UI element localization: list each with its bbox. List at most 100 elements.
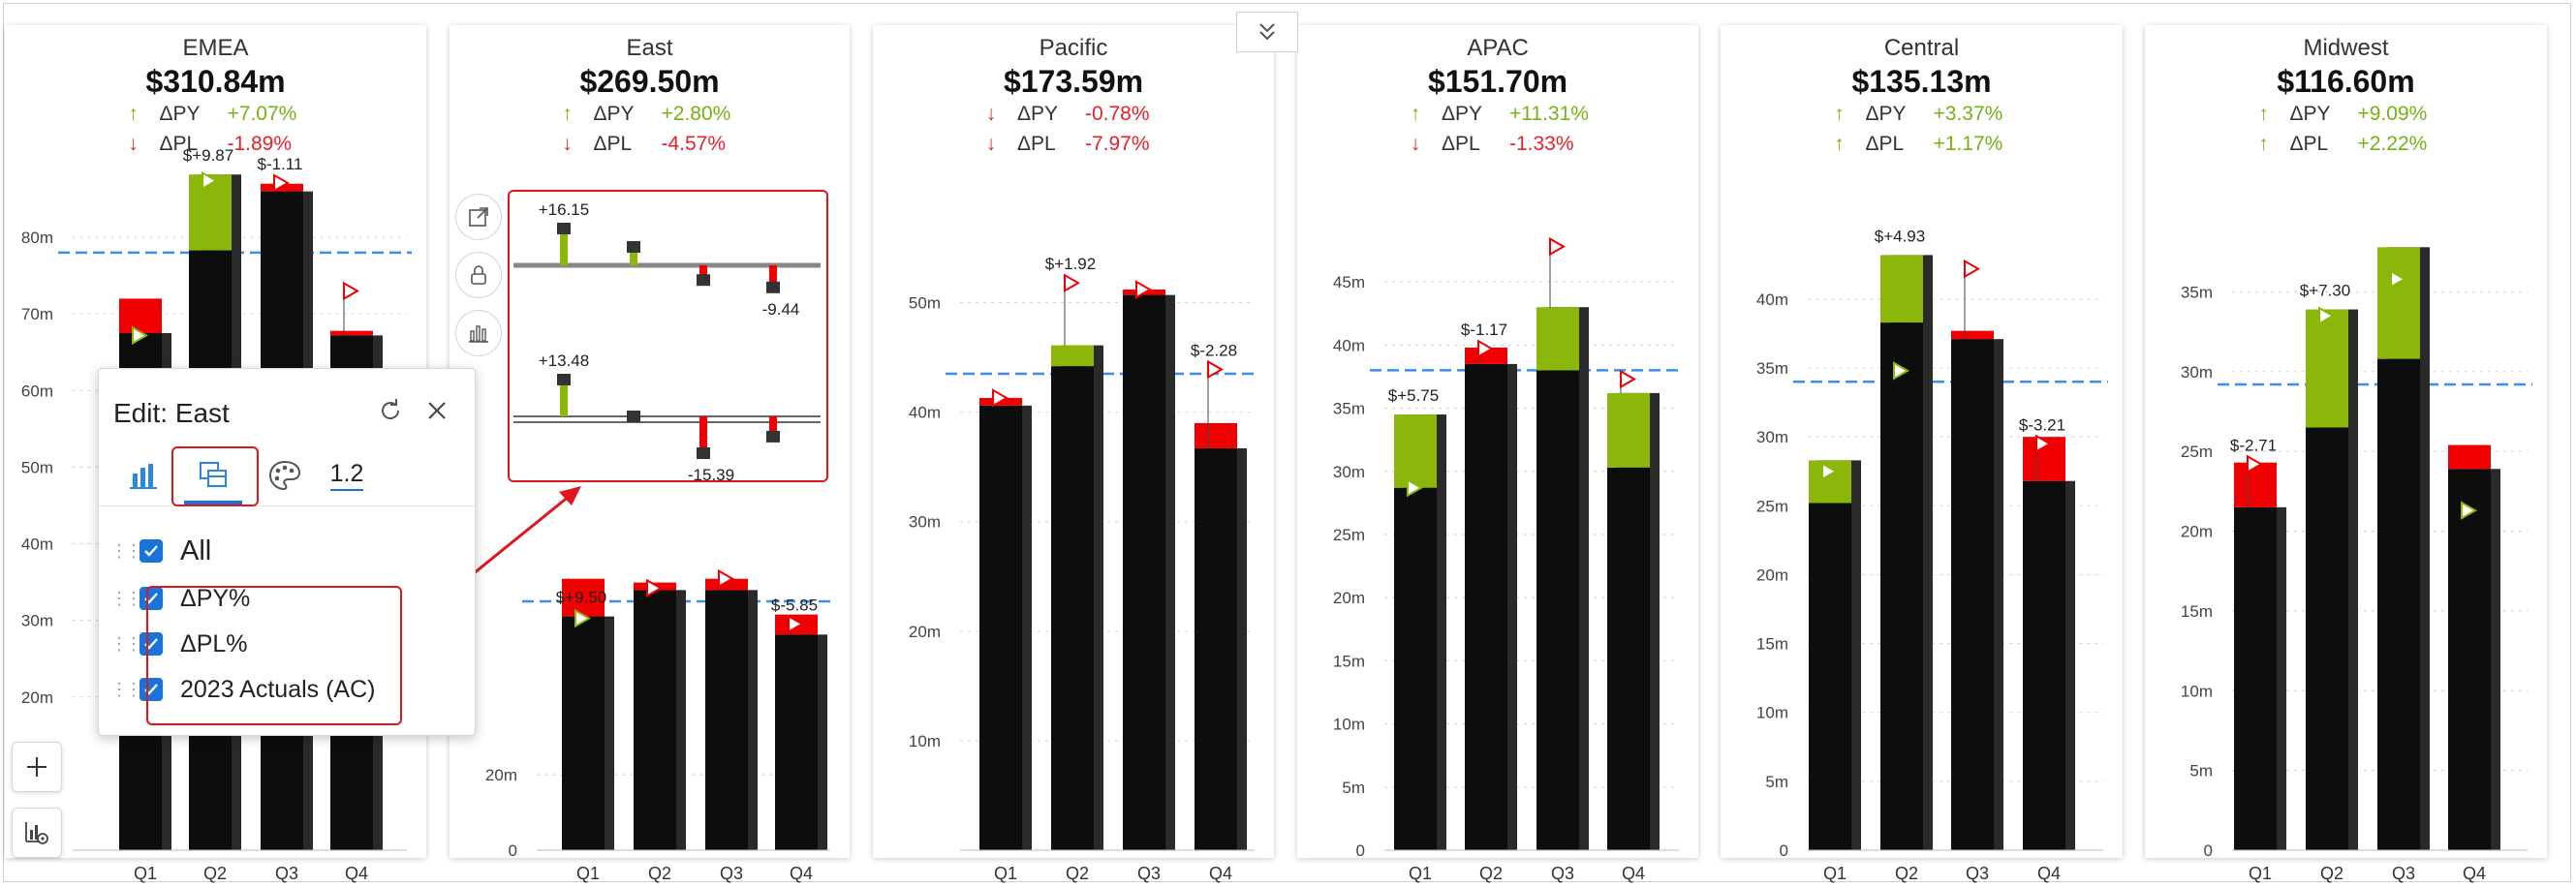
series-item-all[interactable]: ⋮⋮ All	[110, 532, 211, 570]
category-label: Q2	[2320, 864, 2343, 883]
series-item-dpl[interactable]: ⋮⋮ ΔPL%	[110, 625, 248, 663]
category-label: Q4	[2463, 864, 2486, 883]
drag-handle-icon[interactable]: ⋮⋮	[110, 633, 142, 654]
chart-type-button[interactable]	[455, 310, 502, 356]
tab-number-format[interactable]: 1.2	[320, 451, 374, 500]
variance-value: +11.31%	[1509, 103, 1589, 125]
variance-label: ΔPY	[2289, 103, 2331, 125]
category-label: Q3	[1137, 864, 1161, 883]
panel-total: $269.50m	[579, 64, 720, 99]
series-item-actuals[interactable]: ⋮⋮ 2023 Actuals (AC)	[110, 670, 376, 709]
collapse-button[interactable]	[1236, 12, 1298, 52]
y-tick-label: 30m	[2181, 363, 2213, 382]
plan-variance-label: $+7.30	[2300, 282, 2350, 300]
add-button[interactable]	[12, 742, 62, 792]
drag-handle-icon[interactable]: ⋮⋮	[110, 588, 142, 608]
category-label: Q3	[720, 864, 743, 883]
plan-variance-label: $+9.50	[556, 589, 606, 607]
lock-button[interactable]	[455, 252, 502, 298]
y-tick-label: 5m	[1765, 773, 1788, 791]
category-label: Q1	[576, 864, 600, 883]
y-tick-label: 5m	[1342, 779, 1365, 797]
chart-settings-button[interactable]	[12, 808, 62, 858]
series-highlight	[146, 586, 402, 725]
negative-variance-bar	[1465, 347, 1507, 364]
plan-variance-label: $-1.11	[258, 155, 303, 173]
panel-total: $116.60m	[2277, 64, 2415, 99]
tab-chart[interactable]	[120, 451, 167, 500]
panel-title: Central	[1883, 35, 1960, 61]
category-label: Q1	[994, 864, 1017, 883]
variance-row: ↑ ΔPY +2.80%	[450, 103, 850, 130]
tab-colors[interactable]	[262, 451, 308, 500]
tab-series[interactable]	[176, 451, 252, 500]
variance-label: ΔPY	[1017, 103, 1059, 125]
positive-variance-bar	[2306, 309, 2348, 428]
expand-button[interactable]	[455, 194, 502, 240]
variance-pin-label: -15.39	[688, 466, 734, 482]
y-tick-label: 40m	[909, 404, 941, 422]
plan-marker	[2035, 434, 2053, 454]
pin-head	[697, 447, 710, 459]
negative-variance-bar	[1195, 422, 1237, 448]
variance-detail-chart: +16.15 -9.44 +13.48 -15.39	[513, 200, 821, 482]
base-bar	[775, 634, 818, 850]
variance-value: -4.57%	[661, 133, 727, 155]
plan-marker	[718, 568, 735, 589]
base-bar	[1051, 366, 1094, 850]
arrow-up-icon: ↑	[1834, 103, 1845, 125]
arrow-down-icon: ↓	[1410, 133, 1421, 155]
base-bar	[562, 616, 605, 850]
chevron-double-down-icon	[1259, 23, 1275, 41]
category-label: Q1	[1823, 864, 1847, 883]
region-panel-apac[interactable]: APAC $151.70m ↑ ΔPY +11.31% ↓ ΔPL -1.33% 0 5m 10m 1…	[1297, 25, 1698, 883]
variance-value: -0.78%	[1085, 103, 1150, 125]
refresh-icon	[382, 399, 400, 419]
y-tick-label: 80m	[21, 229, 53, 247]
base-bar	[634, 590, 676, 850]
panel-title: APAC	[1467, 35, 1529, 61]
plan-marker	[1477, 339, 1495, 358]
y-tick-label: 15m	[1756, 635, 1788, 654]
y-tick-label: 0	[1356, 841, 1365, 860]
drag-handle-icon[interactable]: ⋮⋮	[110, 540, 142, 561]
plan-variance-label: $+9.87	[183, 146, 233, 165]
region-panel-central[interactable]: Central $135.13m ↑ ΔPY +3.37% ↑ ΔPL +1.17% 0 5m 10…	[1721, 25, 2123, 883]
y-tick-label: 35m	[1333, 400, 1365, 418]
panel-title: Pacific	[1039, 35, 1108, 61]
category-label: Q3	[1551, 864, 1574, 883]
plan-variance-label: $-3.21	[2019, 415, 2065, 434]
y-tick-label: 10m	[909, 732, 941, 750]
variance-label: ΔPY	[159, 103, 201, 125]
y-tick-label: 10m	[1333, 716, 1365, 734]
bar-chart-apac: 0 5m 10m 15m 20m 25m 30m 35m 40m 45m $+5.75 Q1 $-1.1…	[1333, 236, 1684, 883]
refresh-button[interactable]	[376, 396, 405, 430]
category-label: Q2	[1066, 864, 1089, 883]
edit-panel[interactable]: Edit: East	[98, 368, 476, 736]
variance-label: ΔPL	[1442, 133, 1480, 155]
checkbox-actuals[interactable]	[140, 678, 163, 701]
negative-variance-bar	[261, 183, 303, 192]
series-item-dpy[interactable]: ⋮⋮ ΔPY%	[110, 579, 250, 618]
plan-variance-label: $-5.85	[771, 596, 818, 614]
checkbox-all[interactable]	[140, 539, 163, 563]
category-label: Q2	[648, 864, 671, 883]
base-bar	[2306, 427, 2348, 850]
y-tick-label: 5m	[2189, 762, 2213, 780]
drag-handle-icon[interactable]: ⋮⋮	[110, 679, 142, 699]
arrow-down-icon: ↓	[128, 133, 139, 155]
y-tick-label: 30m	[909, 513, 941, 532]
panel-total: $151.70m	[1427, 64, 1568, 99]
region-panel-pacific[interactable]: Pacific $173.59m ↓ ΔPY -0.78% ↓ ΔPL -7.97% 10m 20…	[873, 25, 1274, 883]
category-label: Q1	[1409, 864, 1432, 883]
variance-row: ↓ ΔPL -7.97%	[873, 133, 1274, 160]
variance-detail-box[interactable]: +16.15 -9.44 +13.48 -15.39	[508, 190, 828, 482]
region-panel-midwest[interactable]: Midwest $116.60m ↑ ΔPY +9.09% ↑ ΔPL +2.22% 0 5m 10…	[2145, 25, 2547, 883]
close-button[interactable]	[424, 398, 450, 428]
negative-pin	[769, 416, 777, 437]
arrow-up-icon: ↑	[1834, 133, 1845, 155]
negative-variance-bar	[562, 578, 605, 617]
variance-row: ↑ ΔPY +11.31%	[1297, 103, 1698, 130]
base-bar	[1536, 370, 1579, 850]
tab-separator	[99, 505, 475, 506]
